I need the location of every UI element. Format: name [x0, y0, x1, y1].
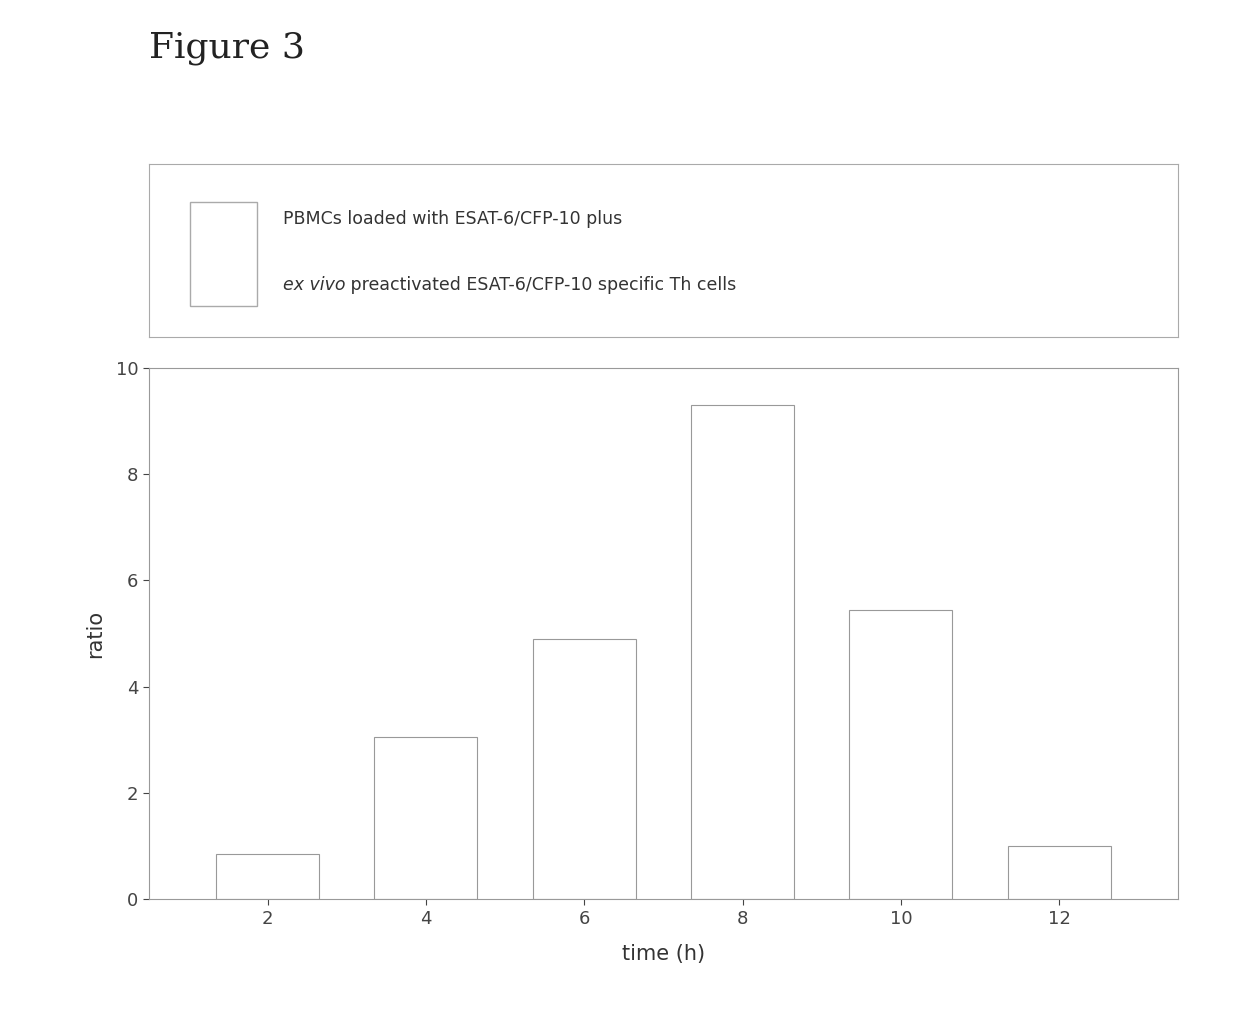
- Bar: [1008, 846, 1111, 899]
- Text: ex vivo: ex vivo: [283, 276, 345, 294]
- Text: Figure 3: Figure 3: [149, 31, 305, 64]
- Text: preactivated ESAT-6/CFP-10 specific Th cells: preactivated ESAT-6/CFP-10 specific Th c…: [345, 276, 737, 294]
- X-axis label: time (h): time (h): [621, 944, 706, 965]
- Bar: [849, 610, 952, 899]
- Bar: [216, 854, 319, 899]
- Bar: [374, 737, 477, 899]
- Bar: [691, 405, 794, 899]
- Y-axis label: ratio: ratio: [84, 609, 104, 658]
- Bar: [533, 639, 636, 899]
- FancyBboxPatch shape: [190, 201, 257, 306]
- Text: PBMCs loaded with ESAT-6/CFP-10 plus: PBMCs loaded with ESAT-6/CFP-10 plus: [283, 211, 621, 228]
